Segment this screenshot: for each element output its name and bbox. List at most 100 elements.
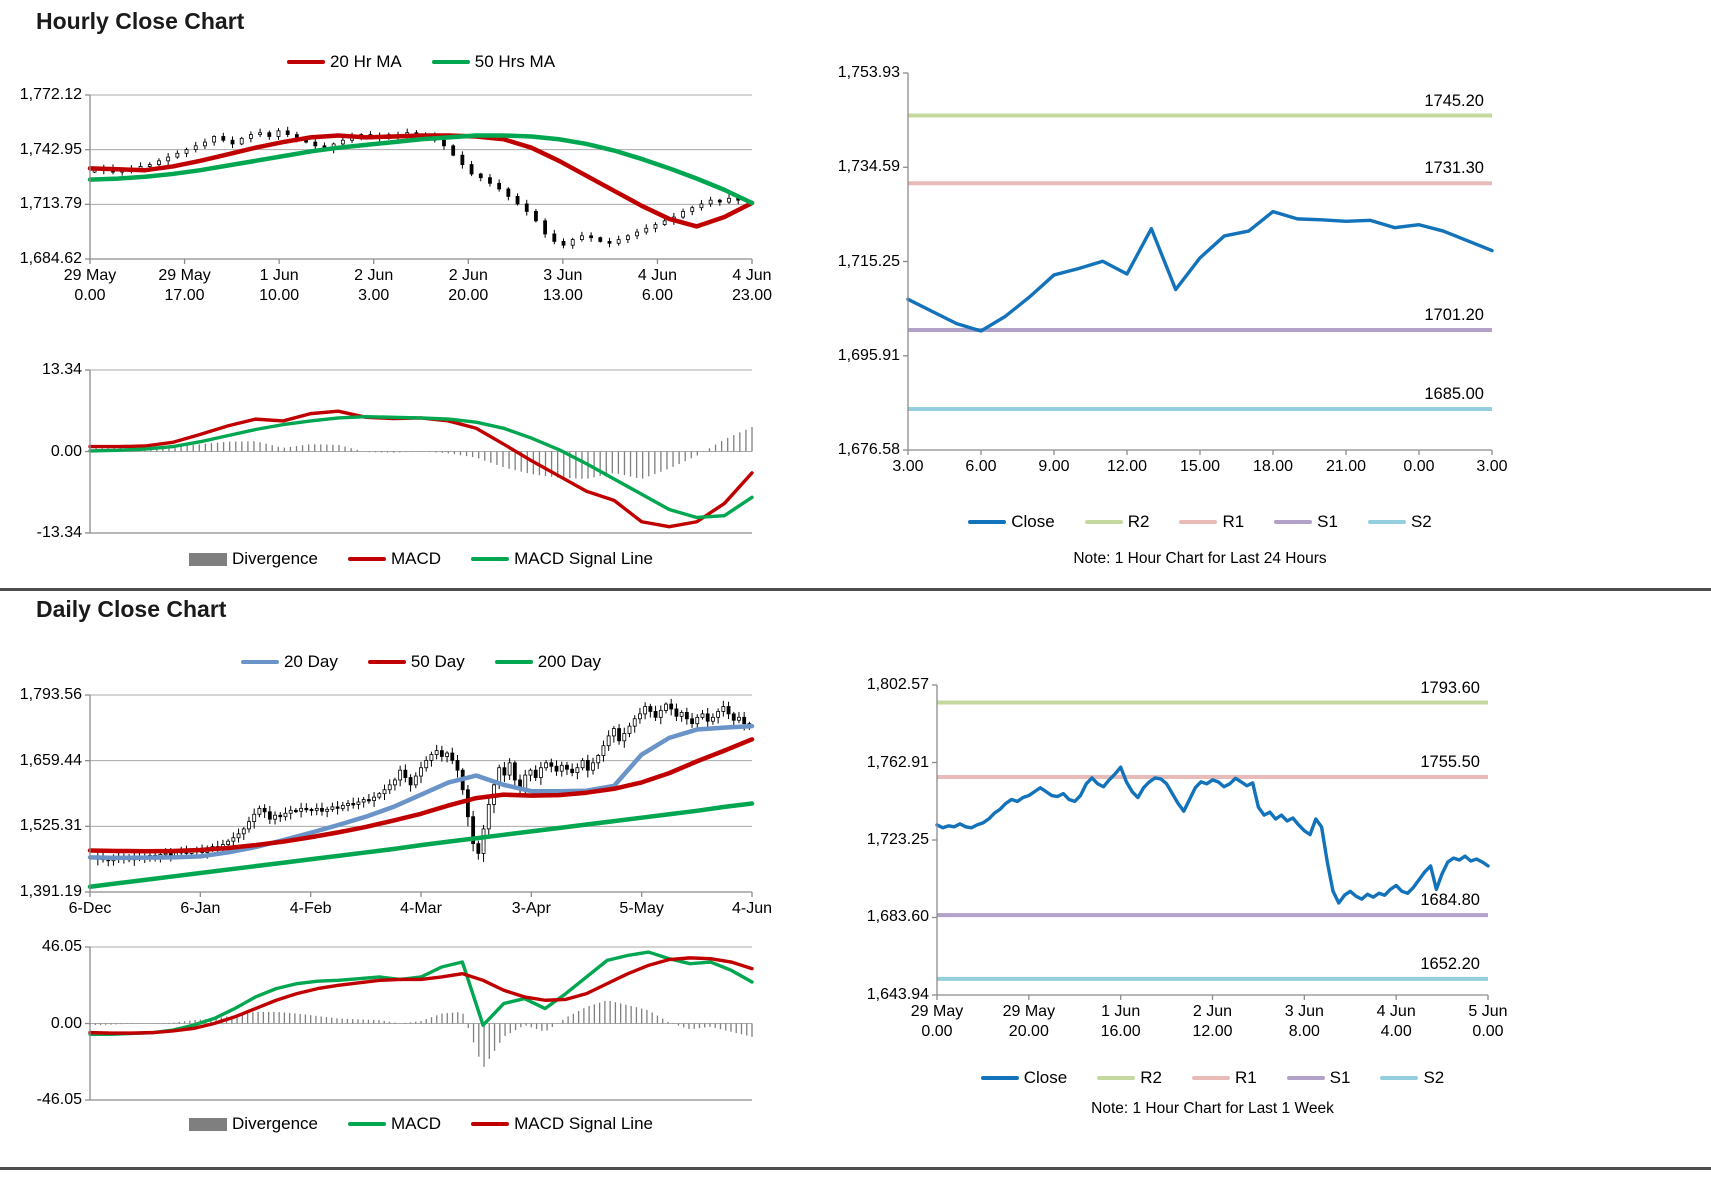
- y-tick-label: 1,762.91: [866, 753, 929, 771]
- legend-label: 200 Day: [537, 652, 602, 671]
- pivot-level-label-r1: 1731.30: [1424, 159, 1484, 178]
- x-tick-label: 4-Feb: [289, 900, 332, 917]
- x-tick-label: 4 Jun 6.00: [637, 267, 677, 304]
- legend-line-swatch: [1084, 519, 1123, 525]
- legend-label: 20 Hr MA: [329, 52, 402, 71]
- legend-line-swatch: [348, 556, 387, 562]
- y-tick-label: 1,713.79: [19, 195, 82, 213]
- x-tick-label: 12.00: [1106, 458, 1148, 475]
- y-tick-label: -13.34: [36, 524, 82, 541]
- y-tick-label: 1,742.95: [19, 140, 82, 158]
- hourly-price-chart: [85, 94, 755, 264]
- legend-item-r2: R2: [1097, 1068, 1162, 1088]
- legend-line-swatch: [471, 1121, 510, 1127]
- pivot-level-label-s2: 1685.00: [1424, 384, 1484, 403]
- daily-pivot-legend: Close R2 R1 S1 S2: [937, 1068, 1488, 1088]
- legend-line-swatch: [1274, 519, 1313, 525]
- y-tick-label: 1,715.25: [837, 252, 900, 270]
- y-tick-label: 1,734.59: [837, 158, 900, 176]
- section-divider: [0, 588, 1711, 591]
- x-tick-label: 9.00: [1038, 458, 1070, 475]
- legend-line-swatch: [1286, 1075, 1325, 1081]
- legend-item-macd: MACD: [348, 1114, 441, 1134]
- hourly-pivot-legend: Close R2 R1 S1 S2: [908, 512, 1492, 532]
- x-tick-label: 2 Jun 20.00: [448, 267, 489, 304]
- legend-item-macd-signal-line: MACD Signal Line: [471, 1114, 653, 1134]
- legend-label: R2: [1140, 1068, 1162, 1087]
- bottom-divider: [0, 1167, 1711, 1170]
- hourly-pivot-note: Note: 1 Hour Chart for Last 24 Hours: [1073, 550, 1327, 567]
- legend-item-divergence: Divergence: [189, 1114, 318, 1134]
- x-tick-label: 6-Jan: [180, 900, 221, 917]
- legend-label: Close: [1023, 1068, 1068, 1087]
- legend-label: 50 Hrs MA: [474, 52, 556, 71]
- x-tick-label: 4-Jun: [731, 900, 773, 917]
- y-tick-label: 1,772.12: [19, 86, 82, 103]
- daily-pivot-note: Note: 1 Hour Chart for Last 1 Week: [1091, 1100, 1334, 1117]
- legend-label: R2: [1127, 512, 1150, 531]
- legend-item-close: Close: [968, 512, 1055, 532]
- legend-item-s2: S2: [1367, 512, 1432, 532]
- y-tick-label: 1,676.58: [837, 441, 900, 458]
- y-tick-label: 1,753.93: [837, 64, 900, 81]
- legend-label: 50 Day: [410, 652, 465, 671]
- y-tick-label: 0.00: [50, 1014, 82, 1032]
- legend-item-200-day: 200 Day: [494, 652, 602, 672]
- hourly-section-title: Hourly Close Chart: [36, 8, 245, 34]
- x-tick-label: 5-May: [619, 900, 664, 917]
- daily-pivot-chart: [932, 684, 1490, 1000]
- y-tick-label: 1,802.57: [866, 676, 929, 693]
- x-tick-label: 21.00: [1325, 458, 1367, 475]
- legend-item-s1: S1: [1286, 1068, 1350, 1088]
- pivot-level-label-r2: 1793.60: [1420, 678, 1480, 697]
- x-tick-label: 4 Jun 23.00: [731, 267, 773, 304]
- legend-item-s1: S1: [1274, 512, 1338, 532]
- y-tick-label: 13.34: [41, 361, 82, 378]
- legend-item-macd: MACD: [348, 549, 441, 569]
- legend-item-s2: S2: [1380, 1068, 1444, 1088]
- y-tick-label: 1,659.44: [19, 751, 82, 769]
- x-tick-label: 3-Apr: [511, 900, 551, 917]
- legend-line-swatch: [240, 659, 279, 665]
- legend-item-50-day: 50 Day: [367, 652, 465, 672]
- pivot-level-label-s1: 1701.20: [1424, 306, 1484, 324]
- x-tick-label: 1 Jun 10.00: [259, 267, 300, 304]
- y-tick-label: 1,793.56: [19, 686, 82, 703]
- legend-item-divergence: Divergence: [189, 549, 318, 569]
- legend-label: S2: [1423, 1068, 1445, 1087]
- legend-item-20-hr-ma: 20 Hr MA: [286, 52, 402, 72]
- legend-item-macd-signal-line: MACD Signal Line: [471, 549, 653, 569]
- daily-macd-legend: Divergence MACD MACD Signal Line: [90, 1114, 752, 1134]
- x-tick-label: 0.00: [1403, 458, 1435, 475]
- x-tick-label: 4-Mar: [400, 900, 442, 917]
- x-tick-label: 18.00: [1252, 458, 1294, 475]
- legend-line-swatch: [968, 519, 1007, 525]
- y-tick-label: 1,723.25: [866, 831, 929, 848]
- y-tick-label: 1,525.31: [19, 817, 82, 835]
- legend-label: S2: [1410, 512, 1432, 531]
- legend-line-swatch: [980, 1075, 1019, 1081]
- legend-box-swatch: [189, 552, 228, 566]
- legend-label: R1: [1234, 1068, 1257, 1087]
- x-tick-label: 3 Jun 13.00: [542, 267, 583, 304]
- hourly-pivot-chart: [903, 72, 1494, 455]
- legend-label: MACD Signal Line: [514, 1114, 653, 1133]
- x-tick-label: 29 May 20.00: [1002, 1003, 1056, 1040]
- x-tick-label: 2 Jun 12.00: [1192, 1003, 1233, 1040]
- y-tick-label: 1,391.19: [19, 883, 82, 900]
- legend-item-50-hrs-ma: 50 Hrs MA: [431, 52, 556, 72]
- legend-line-swatch: [431, 59, 470, 65]
- pivot-level-label-r1: 1755.50: [1420, 752, 1480, 771]
- daily-section-title: Daily Close Chart: [36, 596, 227, 622]
- legend-line-swatch: [494, 659, 533, 665]
- daily-macd-chart: [85, 946, 754, 1101]
- legend-label: Close: [1011, 512, 1055, 531]
- legend-label: R1: [1222, 512, 1245, 531]
- x-tick-label: 4 Jun 4.00: [1376, 1003, 1416, 1040]
- pivot-level-label-s2: 1652.20: [1420, 954, 1480, 973]
- x-tick-label: 29 May 0.00: [910, 1003, 964, 1040]
- y-tick-label: 1,643.94: [866, 986, 929, 1003]
- hourly-macd-chart: [85, 369, 754, 534]
- legend-line-swatch: [286, 59, 325, 65]
- x-tick-label: 6.00: [965, 458, 997, 475]
